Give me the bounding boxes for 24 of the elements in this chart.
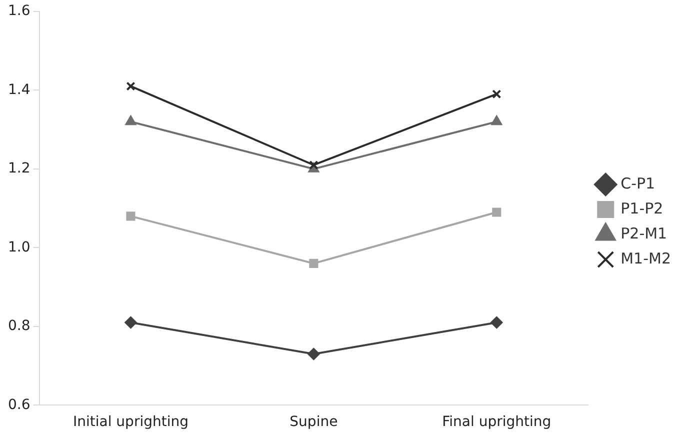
- y-tick-label: 1.6: [8, 3, 30, 20]
- point: [309, 258, 318, 268]
- y-tick-label: 1.4: [8, 82, 30, 98]
- point: [309, 160, 318, 170]
- point: [124, 316, 137, 328]
- y-tick-label: 1.0: [8, 239, 30, 256]
- point: [126, 82, 136, 91]
- y-tick-label: 0.8: [8, 318, 30, 334]
- point: [126, 212, 136, 221]
- point: [490, 316, 503, 328]
- legend-label: P2-M1: [620, 224, 668, 242]
- legend-label: P1-P2: [620, 199, 664, 218]
- point: [492, 208, 502, 217]
- y-tick-label: 0.6: [8, 396, 30, 413]
- x-tick-label: Final uprighting: [442, 414, 552, 430]
- point: [308, 348, 320, 360]
- x-tick-label: Initial uprighting: [72, 414, 188, 430]
- point: [491, 116, 502, 126]
- point: [125, 116, 136, 126]
- point: [492, 90, 502, 99]
- y-tick-label: 1.2: [8, 160, 30, 177]
- legend-label: C-P1: [620, 174, 656, 192]
- legend-label: M1-M2: [620, 249, 672, 268]
- x-tick-label: Supine: [290, 414, 338, 430]
